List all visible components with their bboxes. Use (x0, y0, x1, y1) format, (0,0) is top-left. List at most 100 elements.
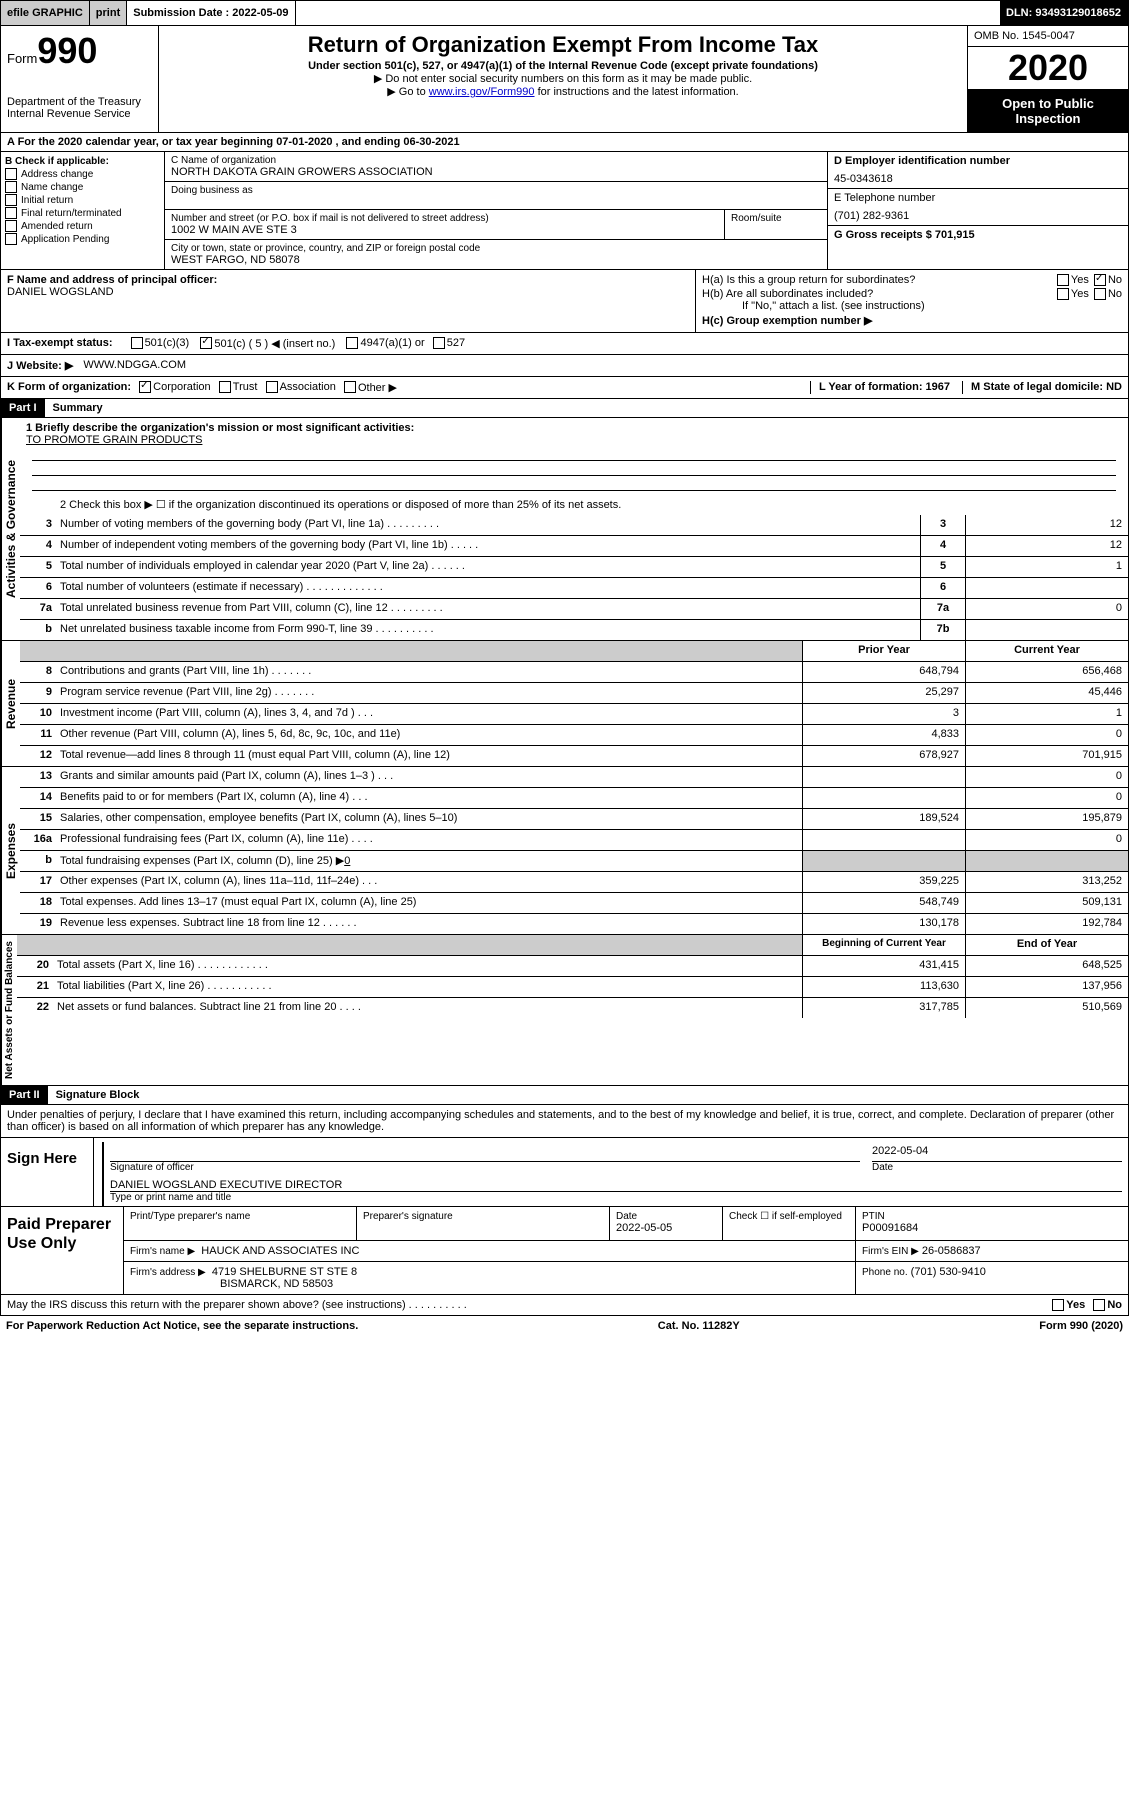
p18: 548,749 (802, 893, 965, 913)
line5: Total number of individuals employed in … (56, 557, 920, 577)
chk-assoc[interactable] (266, 381, 278, 393)
phone-value: (701) 282-9361 (834, 210, 1122, 222)
chk-other[interactable] (344, 381, 356, 393)
ha-label: H(a) Is this a group return for subordin… (702, 274, 915, 286)
discuss-yes[interactable] (1052, 1299, 1064, 1311)
sidebar-expenses: Expenses (1, 767, 20, 934)
ha-no[interactable] (1094, 274, 1106, 286)
chk-initial[interactable] (5, 194, 17, 206)
p9: 25,297 (802, 683, 965, 703)
firm-addr2: BISMARCK, ND 58503 (220, 1278, 333, 1290)
revenue-block: Revenue Prior YearCurrent Year 8Contribu… (0, 641, 1129, 767)
c19: 192,784 (965, 914, 1128, 934)
b-label: B Check if applicable: (5, 156, 160, 167)
col-c: C Name of organization NORTH DAKOTA GRAI… (165, 152, 828, 269)
mission-text: TO PROMOTE GRAIN PRODUCTS (26, 434, 1122, 446)
gross-receipts: G Gross receipts $ 701,915 (828, 226, 1128, 244)
line6: Total number of volunteers (estimate if … (56, 578, 920, 598)
open-public-badge: Open to Public Inspection (968, 90, 1128, 132)
c14: 0 (965, 788, 1128, 808)
v6 (965, 578, 1128, 598)
sign-here-label: Sign Here (1, 1138, 94, 1206)
firm-addr-label: Firm's address ▶ (130, 1267, 206, 1278)
ptin-label: PTIN (862, 1211, 1122, 1222)
omb-number: OMB No. 1545-0047 (968, 26, 1128, 47)
c15: 195,879 (965, 809, 1128, 829)
sig-date: 2022-05-04 (872, 1145, 1122, 1162)
irs-link[interactable]: www.irs.gov/Form990 (429, 86, 535, 98)
activities-governance-block: Activities & Governance 1 Briefly descri… (0, 418, 1129, 641)
street-row: Number and street (or P.O. box if mail i… (165, 210, 827, 240)
c20: 648,525 (965, 956, 1128, 976)
sig-date-label: Date (872, 1162, 1122, 1173)
chk-501c[interactable] (200, 337, 212, 349)
c-name-label: C Name of organization (171, 155, 821, 166)
chk-name-change[interactable] (5, 181, 17, 193)
form-subtitle: Under section 501(c), 527, or 4947(a)(1)… (165, 60, 961, 72)
p12: 678,927 (802, 746, 965, 766)
chk-amended[interactable] (5, 220, 17, 232)
p22: 317,785 (802, 998, 965, 1018)
v7b (965, 620, 1128, 640)
c9: 45,446 (965, 683, 1128, 703)
discuss-row: May the IRS discuss this return with the… (0, 1295, 1129, 1316)
chk-trust[interactable] (219, 381, 231, 393)
chk-final[interactable] (5, 207, 17, 219)
self-emp-label: Check ☐ if self-employed (729, 1211, 849, 1222)
chk-501c3[interactable] (131, 337, 143, 349)
dba-label: Doing business as (171, 185, 821, 196)
submission-date: Submission Date : 2022-05-09 (127, 1, 295, 25)
hb-no[interactable] (1094, 288, 1106, 300)
sidebar-net-assets: Net Assets or Fund Balances (1, 935, 17, 1085)
chk-527[interactable] (433, 337, 445, 349)
part2-badge: Part II (1, 1086, 48, 1104)
line19: Revenue less expenses. Subtract line 18 … (56, 914, 802, 934)
discuss-label: May the IRS discuss this return with the… (7, 1299, 467, 1311)
c21: 137,956 (965, 977, 1128, 997)
begin-hdr: Beginning of Current Year (802, 935, 965, 955)
paid-label: Paid Preparer Use Only (1, 1207, 124, 1294)
city-label: City or town, state or province, country… (171, 243, 821, 254)
ha-yes[interactable] (1057, 274, 1069, 286)
p17: 359,225 (802, 872, 965, 892)
prep-date-hdr: Date (616, 1211, 716, 1222)
line7a: Total unrelated business revenue from Pa… (56, 599, 920, 619)
tax-year: 2020 (968, 47, 1128, 90)
line16b: Total fundraising expenses (Part IX, col… (56, 851, 802, 871)
v5: 1 (965, 557, 1128, 577)
sidebar-governance: Activities & Governance (1, 418, 20, 640)
line2: 2 Check this box ▶ ☐ if the organization… (56, 495, 1128, 515)
line21: Total liabilities (Part X, line 26) . . … (53, 977, 802, 997)
prep-date: 2022-05-05 (616, 1222, 716, 1234)
firm-name: HAUCK AND ASSOCIATES INC (201, 1245, 359, 1257)
net-assets-block: Net Assets or Fund Balances Beginning of… (0, 935, 1129, 1086)
header-right: OMB No. 1545-0047 2020 Open to Public In… (968, 26, 1128, 132)
p13 (802, 767, 965, 787)
chk-address-change[interactable] (5, 168, 17, 180)
discuss-no[interactable] (1093, 1299, 1105, 1311)
chk-4947[interactable] (346, 337, 358, 349)
top-bar: efile GRAPHIC print Submission Date : 20… (0, 0, 1129, 26)
hb-yes[interactable] (1057, 288, 1069, 300)
c12: 701,915 (965, 746, 1128, 766)
sig-officer-label: Signature of officer (110, 1162, 860, 1173)
p11: 4,833 (802, 725, 965, 745)
org-name-block: C Name of organization NORTH DAKOTA GRAI… (165, 152, 827, 182)
current-hdr: Current Year (965, 641, 1128, 661)
line20: Total assets (Part X, line 16) . . . . .… (53, 956, 802, 976)
m-label: M State of legal domicile: ND (962, 381, 1122, 394)
prep-sig-hdr: Preparer's signature (363, 1211, 603, 1222)
end-hdr: End of Year (965, 935, 1128, 955)
c11: 0 (965, 725, 1128, 745)
ein-value: 45-0343618 (834, 173, 1122, 185)
spacer (296, 1, 1000, 25)
firm-phone: (701) 530-9410 (911, 1266, 986, 1278)
print-button[interactable]: print (90, 1, 127, 25)
line17: Other expenses (Part IX, column (A), lin… (56, 872, 802, 892)
c8: 656,468 (965, 662, 1128, 682)
chk-app-pending[interactable] (5, 233, 17, 245)
firm-addr1: 4719 SHELBURNE ST STE 8 (212, 1266, 357, 1278)
line15: Salaries, other compensation, employee b… (56, 809, 802, 829)
efile-button[interactable]: efile GRAPHIC (1, 1, 90, 25)
chk-corp[interactable] (139, 381, 151, 393)
